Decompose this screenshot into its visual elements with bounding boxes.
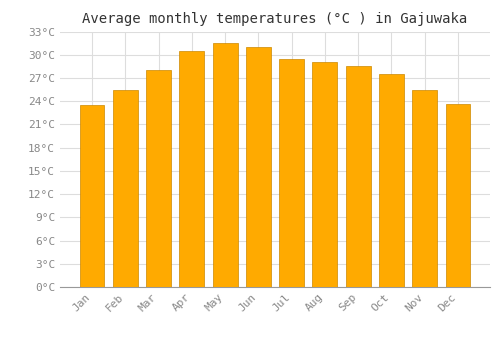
Bar — [412, 90, 437, 287]
Bar — [346, 66, 370, 287]
Bar — [212, 43, 238, 287]
Bar — [379, 74, 404, 287]
Bar — [180, 51, 204, 287]
Bar — [146, 70, 171, 287]
Title: Average monthly temperatures (°C ) in Gajuwaka: Average monthly temperatures (°C ) in Ga… — [82, 12, 468, 26]
Bar — [80, 105, 104, 287]
Bar — [246, 47, 271, 287]
Bar — [113, 90, 138, 287]
Bar — [312, 62, 338, 287]
Bar — [279, 58, 304, 287]
Bar — [446, 104, 470, 287]
